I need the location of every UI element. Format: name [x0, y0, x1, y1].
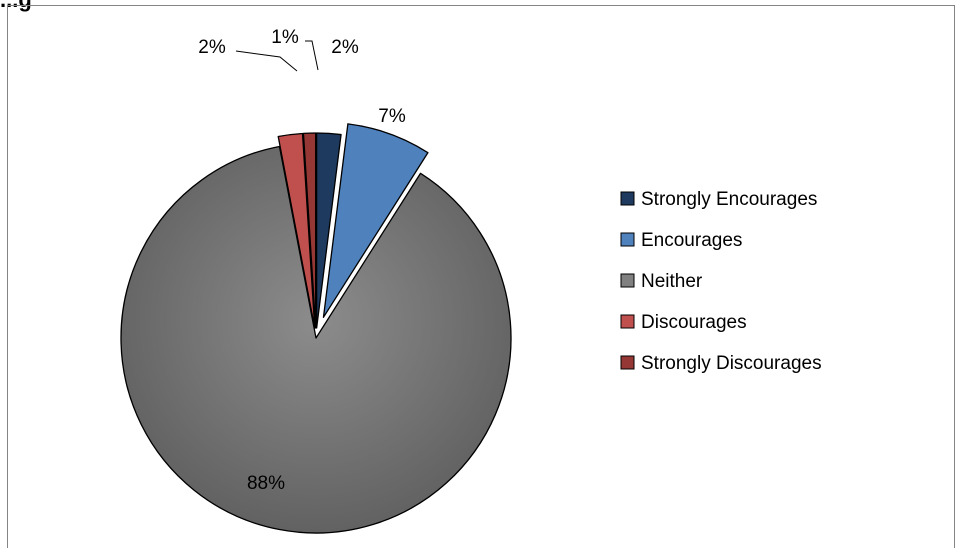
- legend-label-encourages: Encourages: [641, 230, 742, 251]
- legend-swatch-strongly-encourages: [620, 191, 635, 206]
- legend-label-discourages: Discourages: [641, 312, 747, 333]
- legend: Strongly Encourages Encourages Neither Disc…: [620, 189, 822, 374]
- legend-swatch-neither: [620, 273, 635, 288]
- legend-label-strongly-discourages: Strongly Discourages: [641, 353, 822, 374]
- legend-swatch-strongly-discourages: [620, 355, 635, 370]
- slice-neither: [120, 145, 512, 534]
- slice-discourages: [277, 132, 316, 329]
- legend-swatch-discourages: [620, 314, 635, 329]
- chart-frame: [7, 5, 955, 548]
- slice-strongly-encourages: [315, 132, 342, 329]
- data-label-neither: 88%: [247, 473, 285, 494]
- data-label-strongly-encourages: 2%: [331, 37, 359, 58]
- data-label-strongly-discourages: 1%: [271, 27, 299, 48]
- legend-label-strongly-encourages: Strongly Encourages: [641, 189, 817, 210]
- legend-swatch-encourages: [620, 232, 635, 247]
- data-label-discourages: 2%: [198, 37, 226, 58]
- data-labels: 2% 7% 88% 2% 1%: [198, 27, 406, 494]
- data-label-encourages: 7%: [378, 106, 406, 127]
- slice-encourages: [322, 123, 429, 318]
- slice-strongly-discourages: [302, 132, 317, 329]
- leader-line-strongly-discourages: [305, 40, 319, 71]
- pie-slices: [120, 123, 512, 534]
- legend-label-neither: Neither: [641, 271, 703, 292]
- leader-line-discourages: [235, 50, 298, 72]
